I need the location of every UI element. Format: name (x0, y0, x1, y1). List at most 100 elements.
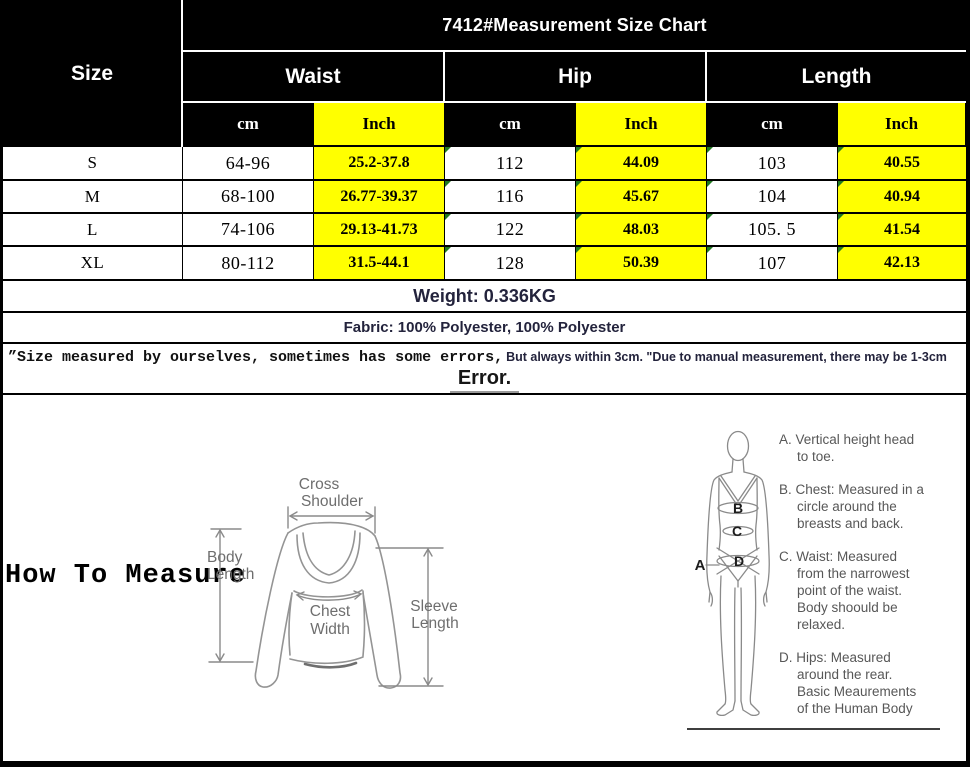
row-s-length-cm: 103 (707, 147, 838, 181)
row-s-waist-inch: 25.2-37.8 (314, 147, 445, 181)
cell-value: 48.03 (623, 220, 659, 238)
note-line-2: Error. (3, 367, 966, 393)
measure-line: breasts and back. (797, 516, 904, 531)
green-flag-icon (445, 214, 451, 220)
note-line-1: ”Size measured by ourselves, sometimes h… (3, 349, 966, 366)
label-body: Body (207, 549, 243, 566)
green-flag-icon (838, 147, 844, 153)
row-xl-length-inch: 42.13 (838, 247, 966, 281)
row-l-hip-cm: 122 (445, 214, 576, 247)
size-chart-table: Size 7412#Measurement Size Chart Waist H… (3, 0, 966, 761)
measure-line: Basic Meaurements (797, 684, 917, 699)
cell-value: 41.54 (884, 220, 920, 238)
cell-value: 40.94 (884, 187, 920, 205)
green-flag-icon (576, 247, 582, 253)
green-flag-icon (707, 247, 713, 253)
measure-line: A. Vertical height head (779, 432, 915, 447)
fabric-row: Fabric: 100% Polyester, 100% Polyester (3, 313, 966, 344)
green-flag-icon (838, 181, 844, 187)
measure-item-c: C. Waist: Measured from the narrowest po… (779, 548, 949, 633)
group-header-hip: Hip (445, 52, 707, 103)
row-xl-hip-inch: 50.39 (576, 247, 707, 281)
row-xl-hip-cm: 128 (445, 247, 576, 281)
label-sleeve-length: Length (411, 615, 458, 632)
label-shoulder: Shoulder (301, 493, 363, 510)
row-s-size: S (3, 147, 183, 181)
row-s-hip-inch: 44.09 (576, 147, 707, 181)
note-error-text: Error. (449, 367, 520, 393)
unit-hip-inch: Inch (576, 103, 707, 147)
figure-underline (687, 728, 940, 730)
green-flag-icon (445, 181, 451, 187)
green-flag-icon (838, 247, 844, 253)
row-l-waist-cm: 74-106 (183, 214, 314, 247)
garment-measure-diagram: Cross Shoulder Body Length Chest Width S… (207, 476, 459, 689)
green-flag-icon (576, 147, 582, 153)
cell-value: 45.67 (623, 187, 659, 205)
cell-value: 107 (757, 252, 787, 273)
label-chest-width: Width (310, 621, 350, 638)
row-xl-length-cm: 107 (707, 247, 838, 281)
label-body-length: Length (207, 566, 254, 583)
row-xl-waist-inch: 31.5-44.1 (314, 247, 445, 281)
label-chest: Chest (310, 603, 351, 620)
unit-length-inch: Inch (838, 103, 966, 147)
measure-line: Body shoould be (797, 600, 898, 615)
label-sleeve: Sleeve (410, 598, 457, 615)
cell-value: 116 (496, 186, 524, 206)
cell-value: 44.09 (623, 154, 659, 171)
unit-waist-cm: cm (183, 103, 314, 147)
row-m-length-inch: 40.94 (838, 181, 966, 214)
row-s-hip-cm: 112 (445, 147, 576, 181)
measure-instructions-list: A. Vertical height head to toe. B. Chest… (779, 431, 949, 733)
figure-letter-d: D (734, 553, 744, 569)
green-flag-icon (576, 181, 582, 187)
how-to-measure-heading: How To Measure (5, 561, 246, 591)
cell-value: 103 (757, 152, 787, 173)
green-flag-icon (445, 147, 451, 153)
row-l-waist-inch: 29.13-41.73 (314, 214, 445, 247)
green-flag-icon (707, 147, 713, 153)
measure-line: to toe. (797, 449, 835, 464)
note-sans-text: But always within 3cm. "Due to manual me… (506, 350, 947, 364)
chart-title: 7412#Measurement Size Chart (183, 0, 966, 52)
green-flag-icon (838, 214, 844, 220)
figure-letter-b: B (733, 500, 743, 516)
figure-letter-a: A (695, 557, 706, 574)
measure-item-d: D. Hips: Measured around the rear. Basic… (779, 649, 949, 717)
cell-value: 42.13 (884, 254, 920, 271)
measure-line: from the narrowest (797, 566, 910, 581)
green-flag-icon (707, 214, 713, 220)
measure-line: B. Chest: Measured in a (779, 482, 924, 497)
body-figure-diagram: B C D A (695, 430, 770, 717)
measure-item-a: A. Vertical height head to toe. (779, 431, 949, 465)
size-header-cell: Size (3, 0, 183, 147)
row-m-waist-cm: 68-100 (183, 181, 314, 214)
measure-line: around the rear. (797, 667, 893, 682)
unit-waist-inch: Inch (314, 103, 445, 147)
cell-value: 50.39 (623, 254, 659, 271)
measure-line: circle around the (797, 499, 897, 514)
measure-line: point of the waist. (797, 583, 903, 598)
row-xl-waist-cm: 80-112 (183, 247, 314, 281)
measure-item-b: B. Chest: Measured in a circle around th… (779, 481, 949, 532)
row-l-hip-inch: 48.03 (576, 214, 707, 247)
green-flag-icon (445, 247, 451, 253)
row-l-length-cm: 105. 5 (707, 214, 838, 247)
group-header-waist: Waist (183, 52, 445, 103)
figure-letter-c: C (732, 523, 742, 539)
row-l-length-inch: 41.54 (838, 214, 966, 247)
weight-row: Weight: 0.336KG (3, 281, 966, 313)
row-s-waist-cm: 64-96 (183, 147, 314, 181)
row-m-hip-inch: 45.67 (576, 181, 707, 214)
unit-length-cm: cm (707, 103, 838, 147)
row-m-length-cm: 104 (707, 181, 838, 214)
measure-line: relaxed. (797, 617, 846, 632)
how-to-measure-section: How To Measure (3, 395, 966, 761)
measure-line: of the Human Body (797, 701, 913, 716)
group-header-length: Length (707, 52, 966, 103)
unit-hip-cm: cm (445, 103, 576, 147)
measure-line: D. Hips: Measured (779, 650, 891, 665)
row-xl-size: XL (3, 247, 183, 281)
